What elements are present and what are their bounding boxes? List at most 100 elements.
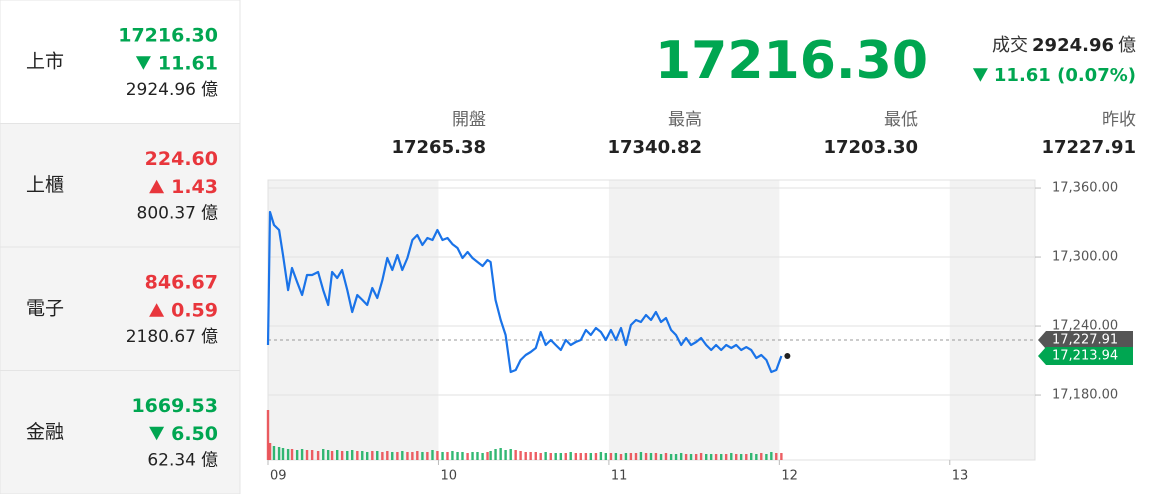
volume-bar xyxy=(466,453,469,460)
volume-bar xyxy=(456,452,459,460)
volume-bar xyxy=(534,452,537,460)
index-volume: 800.37 億 xyxy=(137,204,218,224)
index-price: 224.60 xyxy=(145,148,218,170)
volume-bar xyxy=(629,453,633,460)
index-name: 金融 xyxy=(26,421,64,443)
sidebar-row[interactable] xyxy=(0,123,241,248)
volume-bar xyxy=(694,454,698,460)
index-volume: 2924.96 億 xyxy=(126,80,218,100)
index-change: 0.59 xyxy=(171,300,218,322)
volume-unit: 億 xyxy=(201,327,218,347)
volume-bar xyxy=(386,451,389,460)
volume-bar xyxy=(499,448,502,460)
volume-bar xyxy=(529,452,532,460)
volume-bar xyxy=(589,453,593,460)
volume-bar xyxy=(574,453,578,460)
volume-bar xyxy=(509,449,512,460)
index-name: 上市 xyxy=(26,50,64,72)
direction-arrow xyxy=(149,303,165,317)
volume-unit: 億 xyxy=(1118,35,1136,56)
volume-bar xyxy=(461,452,464,460)
last-tag xyxy=(1038,347,1133,366)
y-tick-label: 17,300.00 xyxy=(1052,250,1118,265)
volume-bar xyxy=(346,451,349,460)
volume-bar xyxy=(316,451,320,460)
sidebar-row[interactable] xyxy=(0,370,241,494)
reference-tag xyxy=(1038,330,1133,349)
volume-bar xyxy=(471,452,474,460)
volume-bar xyxy=(330,451,334,460)
volume-bar xyxy=(494,449,497,460)
index-price: 1669.53 xyxy=(131,395,218,417)
volume-bar xyxy=(426,452,429,460)
volume-bar xyxy=(750,453,753,460)
volume-bar xyxy=(436,451,439,460)
index-change: 11.61 xyxy=(158,53,218,75)
direction-arrow xyxy=(149,426,165,441)
direction-arrow xyxy=(149,179,165,194)
volume-bar xyxy=(290,449,294,460)
volume-bar xyxy=(689,454,693,460)
stat-label: 昨收 xyxy=(1102,110,1136,130)
volume-bar xyxy=(705,454,708,460)
x-tick-label: 11 xyxy=(611,469,628,484)
index-price: 17216.30 xyxy=(118,25,218,47)
volume-bar xyxy=(624,453,628,460)
volume-bar xyxy=(446,452,449,460)
volume-bar xyxy=(356,451,359,460)
volume-unit: 億 xyxy=(201,451,218,471)
y-tick-label: 17,180.00 xyxy=(1052,388,1118,403)
volume-bar xyxy=(340,451,344,460)
index-change: 6.50 xyxy=(171,423,218,445)
volume-bar xyxy=(659,454,663,460)
last-point xyxy=(784,353,791,360)
volume-bar xyxy=(416,451,419,460)
volume-bar xyxy=(489,451,492,460)
volume-bar xyxy=(476,452,479,460)
volume-bar xyxy=(639,452,643,460)
volume-bar xyxy=(669,454,673,460)
volume-bar xyxy=(406,452,409,460)
volume-bar xyxy=(305,450,309,460)
volume-bar xyxy=(544,452,547,460)
volume-bar xyxy=(322,449,325,460)
y-tick-label: 17,360.00 xyxy=(1052,181,1118,196)
volume-value: 2924.96 xyxy=(126,80,196,100)
volume-bar xyxy=(559,453,563,460)
volume-bar xyxy=(760,453,763,460)
volume-bar xyxy=(481,453,484,460)
volume-bar xyxy=(699,453,703,460)
volume-bar xyxy=(365,452,369,460)
sidebar-row[interactable] xyxy=(0,0,241,124)
volume-bar xyxy=(664,453,668,460)
volume-label: 成交 xyxy=(992,35,1028,56)
volume-value: 2924.96 xyxy=(1032,35,1114,56)
sidebar-row[interactable] xyxy=(0,246,241,371)
volume-bar xyxy=(644,453,648,460)
price-line xyxy=(266,210,783,374)
x-tick-label: 13 xyxy=(952,469,969,484)
volume-bar xyxy=(401,451,404,460)
volume-value: 2180.67 xyxy=(126,327,196,347)
volume-bar xyxy=(286,449,290,460)
volume-bar xyxy=(504,450,507,460)
volume-bar xyxy=(336,450,339,460)
volume-bar xyxy=(361,451,364,460)
stat-label: 最高 xyxy=(668,110,702,130)
session-band xyxy=(949,180,1035,460)
main-price: 17216.30 xyxy=(655,31,928,91)
volume-bar xyxy=(391,452,394,460)
volume-bar xyxy=(604,453,608,460)
stat-value: 17203.30 xyxy=(823,137,918,158)
volume-bar xyxy=(714,454,718,460)
volume-bar xyxy=(266,410,270,460)
index-volume: 2180.67 億 xyxy=(126,327,218,347)
volume-bar xyxy=(421,452,424,460)
stat-value: 17340.82 xyxy=(607,137,702,158)
volume-bar xyxy=(281,448,285,460)
volume-bar xyxy=(451,451,454,460)
volume-bar xyxy=(539,453,542,460)
stat-value: 17227.91 xyxy=(1041,137,1136,158)
volume-bar xyxy=(584,453,588,460)
